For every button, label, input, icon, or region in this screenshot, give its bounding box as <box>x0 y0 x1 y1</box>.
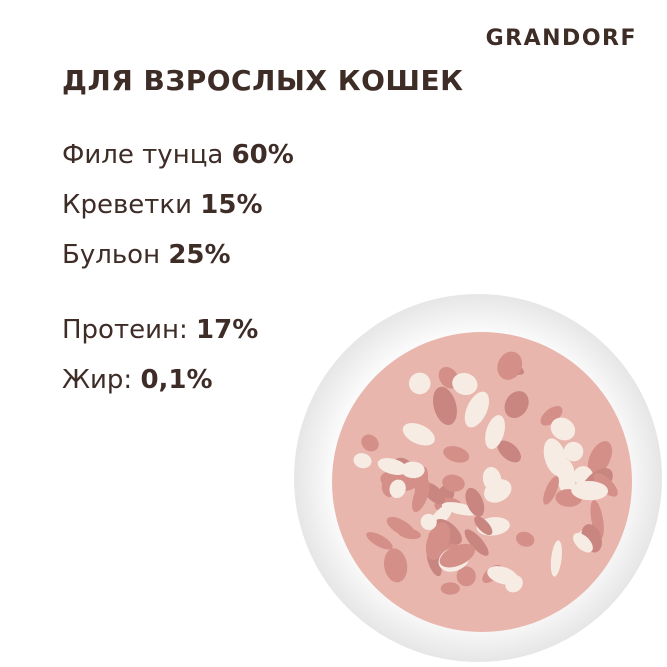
food-chunk <box>550 540 562 577</box>
food-chunk <box>464 391 490 428</box>
food-chunk <box>443 446 470 463</box>
food-chunk <box>439 543 476 568</box>
food-chunk <box>550 417 576 441</box>
nutrient-label: Протеин: <box>62 315 188 345</box>
food-chunk <box>573 533 593 553</box>
brand-logo: GRANDORF <box>485 26 637 51</box>
food-chunk <box>389 479 406 499</box>
food-chunk <box>484 479 512 503</box>
ingredient-value: 60% <box>231 140 294 170</box>
food-chunk <box>442 474 465 492</box>
food-chunk <box>540 405 563 426</box>
food-chunk <box>474 516 493 536</box>
food-chunk <box>361 434 379 452</box>
ingredient-label: Бульон <box>62 240 161 270</box>
food-chunk <box>452 372 478 396</box>
nutrient-value: 17% <box>196 315 259 345</box>
food-chunk <box>543 438 567 477</box>
food-chunk <box>571 481 609 501</box>
nutrient-value: 0,1% <box>140 365 213 395</box>
ingredient-line: Филе тунца 60% <box>62 140 294 170</box>
food-chunk <box>420 513 437 531</box>
ingredient-value: 15% <box>200 190 263 220</box>
food-chunks <box>353 351 618 595</box>
food-chunk <box>366 532 393 550</box>
food-chunk <box>465 487 485 517</box>
page-title: ДЛЯ ВЗРОСЛЫХ КОШЕК <box>62 64 464 97</box>
food-bowl-image <box>294 294 662 662</box>
food-chunk <box>563 441 584 462</box>
food-chunk <box>587 441 613 476</box>
food-chunk <box>425 522 451 560</box>
ingredient-value: 25% <box>168 240 231 270</box>
food-chunk <box>497 440 521 463</box>
nutrient-line: Протеин: 17% <box>62 315 258 345</box>
nutrient-label: Жир: <box>62 365 133 395</box>
food-chunk <box>377 458 408 475</box>
ingredient-line: Бульон 25% <box>62 240 231 270</box>
food-chunk <box>505 575 523 593</box>
food-chunk <box>497 351 523 380</box>
food-chunk <box>593 473 618 497</box>
food-chunk <box>402 423 435 446</box>
food-chunk <box>516 531 535 547</box>
ingredient-label: Филе тунца <box>62 140 224 170</box>
food-chunk <box>464 529 489 556</box>
food-chunk <box>543 476 559 505</box>
food-chunk <box>408 372 431 395</box>
food-chunk <box>432 386 457 426</box>
food-chunk <box>397 527 421 540</box>
food-chunk <box>401 461 425 479</box>
food-chunk <box>353 453 372 469</box>
food-chunk <box>456 566 476 587</box>
food-chunk <box>383 548 408 583</box>
ingredient-label: Креветки <box>62 190 193 220</box>
food-chunk <box>440 582 460 595</box>
food-chunk <box>485 415 506 450</box>
food-chunk <box>412 479 430 513</box>
food-chunk <box>504 391 529 419</box>
nutrient-line: Жир: 0,1% <box>62 365 213 395</box>
ingredient-line: Креветки 15% <box>62 190 263 220</box>
